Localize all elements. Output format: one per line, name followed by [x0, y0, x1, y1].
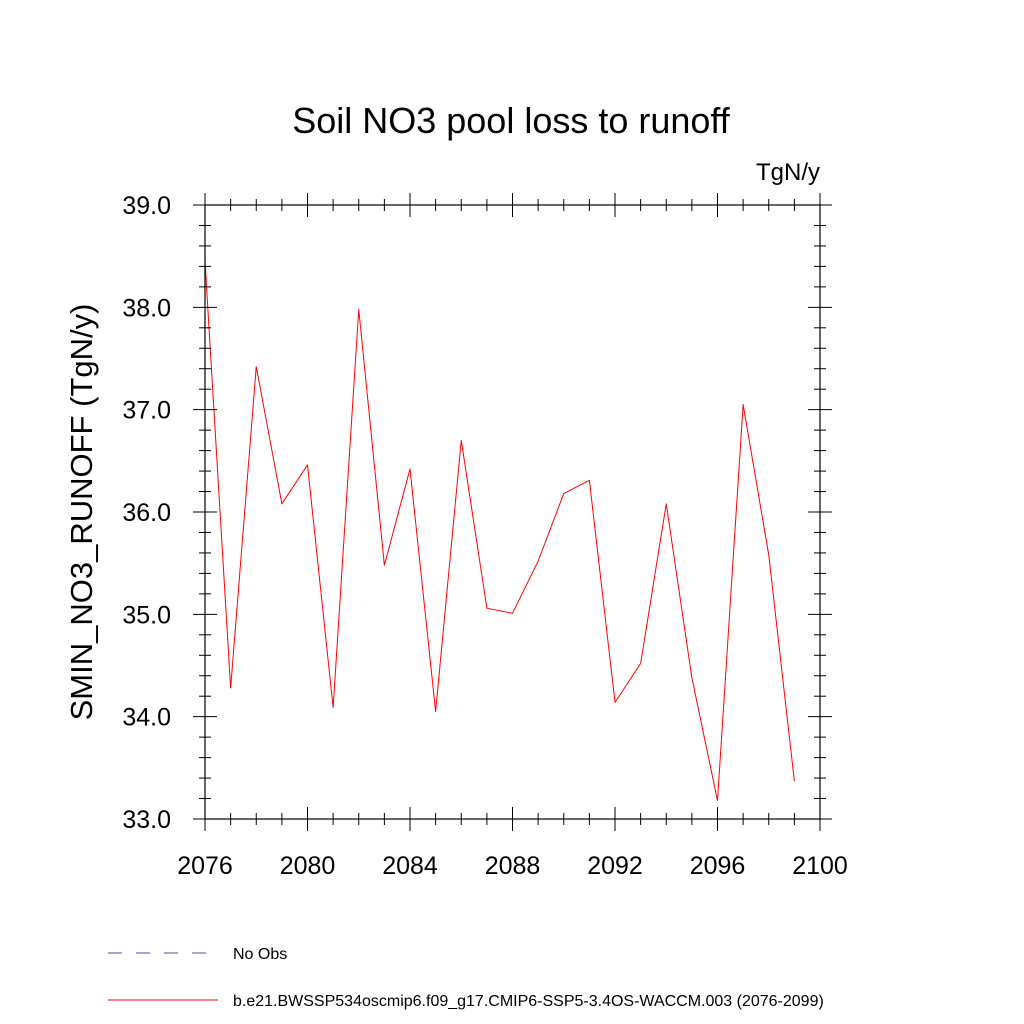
y-axis-label: SMIN_NO3_RUNOFF (TgN/y)	[64, 304, 99, 721]
x-tick-label: 2080	[280, 852, 336, 880]
y-tick-label: 39.0	[122, 192, 171, 220]
y-tick-label: 33.0	[122, 806, 171, 834]
x-tick-label: 2088	[485, 852, 541, 880]
data-series-line	[204, 261, 795, 802]
y-tick-label: 34.0	[122, 704, 171, 732]
y-tick-label: 38.0	[122, 294, 171, 322]
plot-frame	[204, 204, 821, 820]
legend-label: b.e21.BWSSP534oscmip6.f09_g17.CMIP6-SSP5…	[233, 993, 824, 1010]
x-tick-label: 2084	[382, 852, 438, 880]
x-tick-label: 2096	[690, 852, 746, 880]
y-tick-label: 37.0	[122, 397, 171, 425]
units-label: TgN/y	[756, 159, 820, 186]
legend-label: No Obs	[233, 946, 287, 963]
x-tick-label: 2092	[587, 852, 643, 880]
chart-title: Soil NO3 pool loss to runoff	[292, 100, 731, 141]
x-tick-label: 2100	[792, 852, 848, 880]
x-tick-label: 2076	[177, 852, 233, 880]
y-tick-label: 35.0	[122, 601, 171, 629]
y-tick-label: 36.0	[122, 499, 171, 527]
plot-area	[204, 261, 795, 802]
axis-ticks: 2076 2080 2084 2088 2092 2096 2100 33.0 34.0 35.0…	[122, 192, 847, 880]
legend: No Obs b.e21.BWSSP534oscmip6.f09_g17.CMIP…	[108, 946, 824, 1010]
